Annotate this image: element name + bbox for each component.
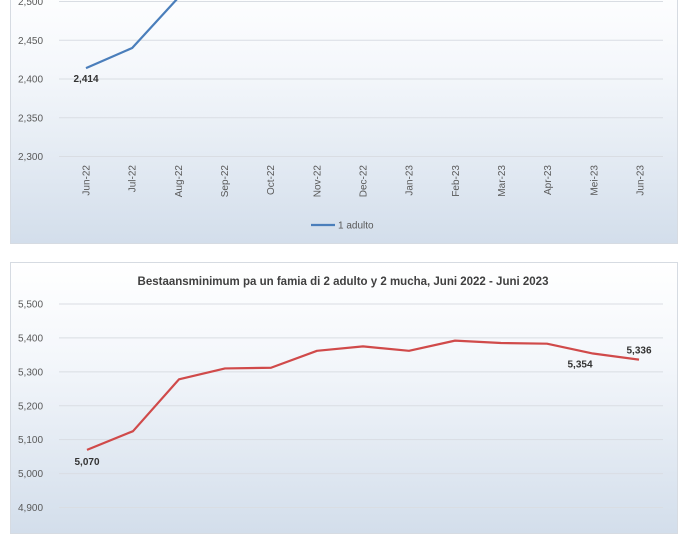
x-tick-label: Nov-22: [312, 165, 323, 198]
y-tick-label: 4,900: [18, 503, 43, 514]
x-tick-label: Sep-22: [220, 165, 231, 198]
y-tick-label: 2,450: [18, 36, 43, 47]
series-line: [86, 0, 178, 68]
series-line: [87, 341, 639, 450]
y-tick-label: 5,100: [18, 435, 43, 446]
y-tick-label: 2,300: [18, 152, 43, 163]
x-tick-label: Mei-23: [589, 165, 600, 196]
y-tick-label: 5,400: [18, 333, 43, 344]
x-tick-label: Aug-22: [174, 165, 185, 198]
x-tick-label: Jun-23: [636, 165, 647, 196]
x-tick-label: Jul-22: [128, 165, 139, 193]
x-tick-label: Dec-22: [359, 165, 370, 198]
line-chart-famia: Bestaansminimum pa un famia di 2 adulto …: [11, 263, 677, 533]
data-label: 5,336: [626, 346, 651, 357]
x-tick-label: Mar-23: [497, 165, 508, 197]
data-label: 5,354: [567, 360, 592, 371]
legend-label: 1 adulto: [338, 221, 374, 232]
chart-title: Bestaansminimum pa un famia di 2 adulto …: [138, 276, 549, 288]
x-tick-label: Feb-23: [451, 165, 462, 197]
y-tick-label: 2,350: [18, 113, 43, 124]
line-chart-1-adulto: 2,500 2,450 2,400 2,350 2,300 Jun-22 Jul-22 Aug…: [11, 0, 677, 243]
y-tick-label: 5,000: [18, 469, 43, 480]
y-tick-label: 5,200: [18, 401, 43, 412]
data-label: 5,070: [74, 457, 99, 468]
chart-panel-1-adulto: 2,500 2,450 2,400 2,350 2,300 Jun-22 Jul-22 Aug…: [10, 0, 678, 244]
data-label: 2,414: [73, 74, 98, 85]
x-tick-label: Jan-23: [405, 165, 416, 196]
y-tick-label: 5,300: [18, 367, 43, 378]
y-tick-label: 2,500: [18, 0, 43, 8]
x-tick-label: Apr-23: [543, 165, 554, 195]
chart-panel-famia: Bestaansminimum pa un famia di 2 adulto …: [10, 262, 678, 534]
y-tick-label: 2,400: [18, 75, 43, 86]
x-tick-label: Oct-22: [266, 165, 277, 195]
y-tick-label: 5,500: [18, 300, 43, 311]
x-tick-label: Jun-22: [82, 165, 93, 196]
